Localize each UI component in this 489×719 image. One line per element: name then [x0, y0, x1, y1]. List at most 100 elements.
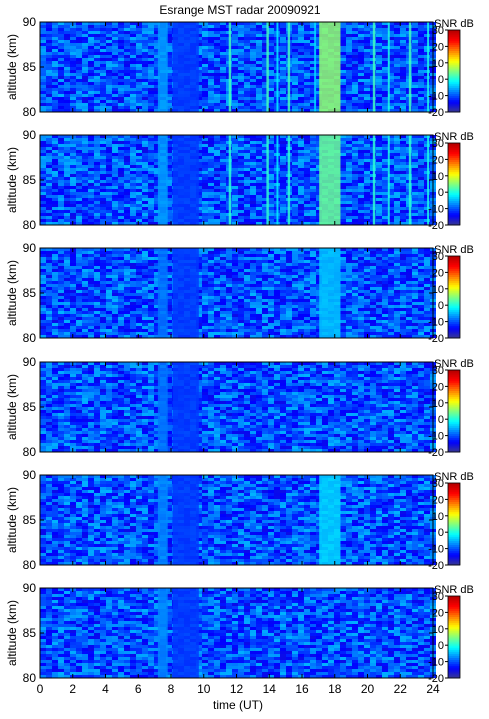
snr-cell: [250, 55, 256, 58]
snr-cell: [70, 201, 76, 204]
snr-cell: [298, 150, 304, 153]
snr-cell: [64, 219, 70, 222]
snr-cell: [400, 192, 406, 195]
snr-cell: [142, 183, 148, 186]
snr-cell: [220, 49, 226, 52]
snr-cell: [406, 281, 412, 284]
snr-cell: [382, 70, 388, 73]
snr-cell: [400, 85, 406, 88]
snr-cell: [130, 103, 136, 106]
snr-cell: [118, 210, 124, 213]
snr-cell: [148, 180, 154, 183]
snr-cell: [298, 94, 304, 97]
snr-cell: [358, 156, 364, 159]
snr-cell: [298, 88, 304, 91]
snr-cell: [280, 25, 286, 28]
snr-cell: [208, 183, 214, 186]
snr-cell: [394, 37, 400, 40]
snr-cell: [112, 55, 118, 58]
snr-cell: [418, 260, 424, 263]
snr-cell: [112, 49, 118, 52]
snr-cell: [274, 260, 280, 263]
snr-cell: [130, 159, 136, 162]
snr-cell: [106, 73, 112, 76]
snr-cell: [136, 159, 142, 162]
snr-cell: [220, 64, 226, 67]
snr-cell: [136, 263, 142, 266]
snr-cell: [46, 281, 52, 284]
snr-cell: [202, 219, 208, 222]
snr-cell: [40, 144, 46, 147]
snr-cell: [76, 260, 82, 263]
snr-cell: [286, 254, 292, 257]
snr-cell: [358, 162, 364, 165]
snr-cell: [424, 144, 430, 147]
snr-cell: [208, 37, 214, 40]
snr-cell: [82, 76, 88, 79]
snr-cell: [412, 207, 418, 210]
snr-cell: [82, 168, 88, 171]
snr-cell: [76, 52, 82, 55]
snr-cell: [310, 144, 316, 147]
snr-cell: [214, 204, 220, 207]
snr-cell: [226, 257, 232, 260]
snr-cell: [94, 198, 100, 201]
snr-cell: [364, 257, 370, 260]
snr-cell: [292, 141, 298, 144]
snr-cell: [418, 171, 424, 174]
snr-cell: [40, 147, 46, 150]
snr-cell: [280, 216, 286, 219]
snr-cell: [298, 31, 304, 34]
snr-cell: [364, 254, 370, 257]
snr-cell: [88, 79, 94, 82]
snr-cell: [352, 73, 358, 76]
snr-cell: [280, 91, 286, 94]
snr-cell: [136, 177, 142, 180]
snr-cell: [82, 28, 88, 31]
snr-cell: [64, 251, 70, 254]
snr-cell: [364, 34, 370, 37]
snr-cell: [142, 144, 148, 147]
snr-cell: [112, 76, 118, 79]
snr-cell: [298, 67, 304, 70]
snr-cell: [250, 201, 256, 204]
snr-cell: [142, 186, 148, 189]
snr-band: [158, 22, 168, 112]
snr-cell: [118, 266, 124, 269]
snr-cell: [364, 61, 370, 64]
snr-cell: [292, 82, 298, 85]
snr-cell: [298, 73, 304, 76]
snr-cell: [202, 210, 208, 213]
snr-cell: [70, 159, 76, 162]
snr-cell: [40, 207, 46, 210]
snr-cell: [142, 281, 148, 284]
snr-cell: [244, 67, 250, 70]
snr-cell: [244, 204, 250, 207]
snr-cell: [76, 216, 82, 219]
snr-cell: [232, 281, 238, 284]
snr-cell: [346, 25, 352, 28]
snr-cell: [58, 251, 64, 254]
snr-cell: [82, 263, 88, 266]
snr-cell: [88, 168, 94, 171]
snr-cell: [418, 162, 424, 165]
snr-cell: [304, 189, 310, 192]
snr-cell: [46, 162, 52, 165]
snr-cell: [394, 156, 400, 159]
snr-cell: [40, 49, 46, 52]
snr-cell: [394, 43, 400, 46]
snr-cell: [94, 88, 100, 91]
snr-cell: [82, 216, 88, 219]
snr-cell: [106, 97, 112, 100]
snr-cell: [58, 43, 64, 46]
snr-cell: [340, 34, 346, 37]
snr-cell: [148, 88, 154, 91]
snr-cell: [238, 156, 244, 159]
snr-cell: [58, 97, 64, 100]
snr-cell: [286, 272, 292, 275]
snr-cell: [52, 189, 58, 192]
snr-cell: [130, 106, 136, 109]
snr-cell: [376, 275, 382, 278]
snr-cell: [202, 153, 208, 156]
snr-cell: [148, 52, 154, 55]
